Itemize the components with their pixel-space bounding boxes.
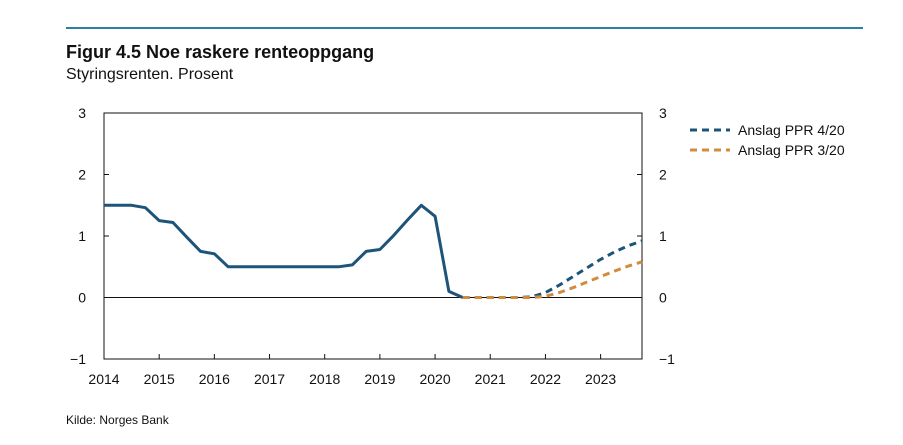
y-tick-label-left: −1 — [70, 351, 86, 367]
legend-label-ppr-3-20: Anslag PPR 3/20 — [738, 142, 845, 158]
y-tick-label-right: 2 — [659, 167, 667, 183]
series-line-actual — [104, 203, 464, 299]
y-tick-label-right: −1 — [659, 351, 675, 367]
x-tick-label: 2018 — [309, 371, 340, 387]
y-tick-label-left: 2 — [78, 167, 86, 183]
x-tick-label: 2020 — [419, 371, 450, 387]
series-line-ppr-3-20 — [462, 260, 643, 299]
x-tick-label: 2015 — [144, 371, 175, 387]
legend-swatch-ppr-4-20 — [690, 128, 730, 132]
y-tick-label-right: 0 — [659, 290, 667, 306]
legend-item-ppr-3-20: Anslag PPR 3/20 — [690, 140, 845, 160]
top-rule — [66, 27, 863, 29]
y-tick-label-right: 3 — [659, 105, 667, 121]
legend-label-ppr-4-20: Anslag PPR 4/20 — [738, 122, 845, 138]
source-note: Kilde: Norges Bank — [66, 413, 169, 427]
series-line-ppr-4-20 — [462, 239, 643, 299]
figure-title: Figur 4.5 Noe raskere renteoppgang — [66, 42, 375, 62]
chart-legend: Anslag PPR 4/20 Anslag PPR 3/20 — [690, 120, 845, 160]
x-tick-label: 2014 — [88, 371, 119, 387]
x-tick-label: 2019 — [364, 371, 395, 387]
y-tick-label-left: 0 — [78, 290, 86, 306]
x-tick-label: 2016 — [199, 371, 230, 387]
y-tick-label-right: 1 — [659, 228, 667, 244]
x-tick-label: 2022 — [530, 371, 561, 387]
y-tick-label-left: 3 — [78, 105, 86, 121]
figure-subtitle: Styringsrenten. Prosent — [66, 66, 234, 83]
x-tick-label: 2021 — [475, 371, 506, 387]
legend-swatch-ppr-3-20 — [690, 148, 730, 152]
x-tick-label: 2017 — [254, 371, 285, 387]
x-tick-label: 2023 — [585, 371, 616, 387]
y-tick-label-left: 1 — [78, 228, 86, 244]
legend-item-ppr-4-20: Anslag PPR 4/20 — [690, 120, 845, 140]
